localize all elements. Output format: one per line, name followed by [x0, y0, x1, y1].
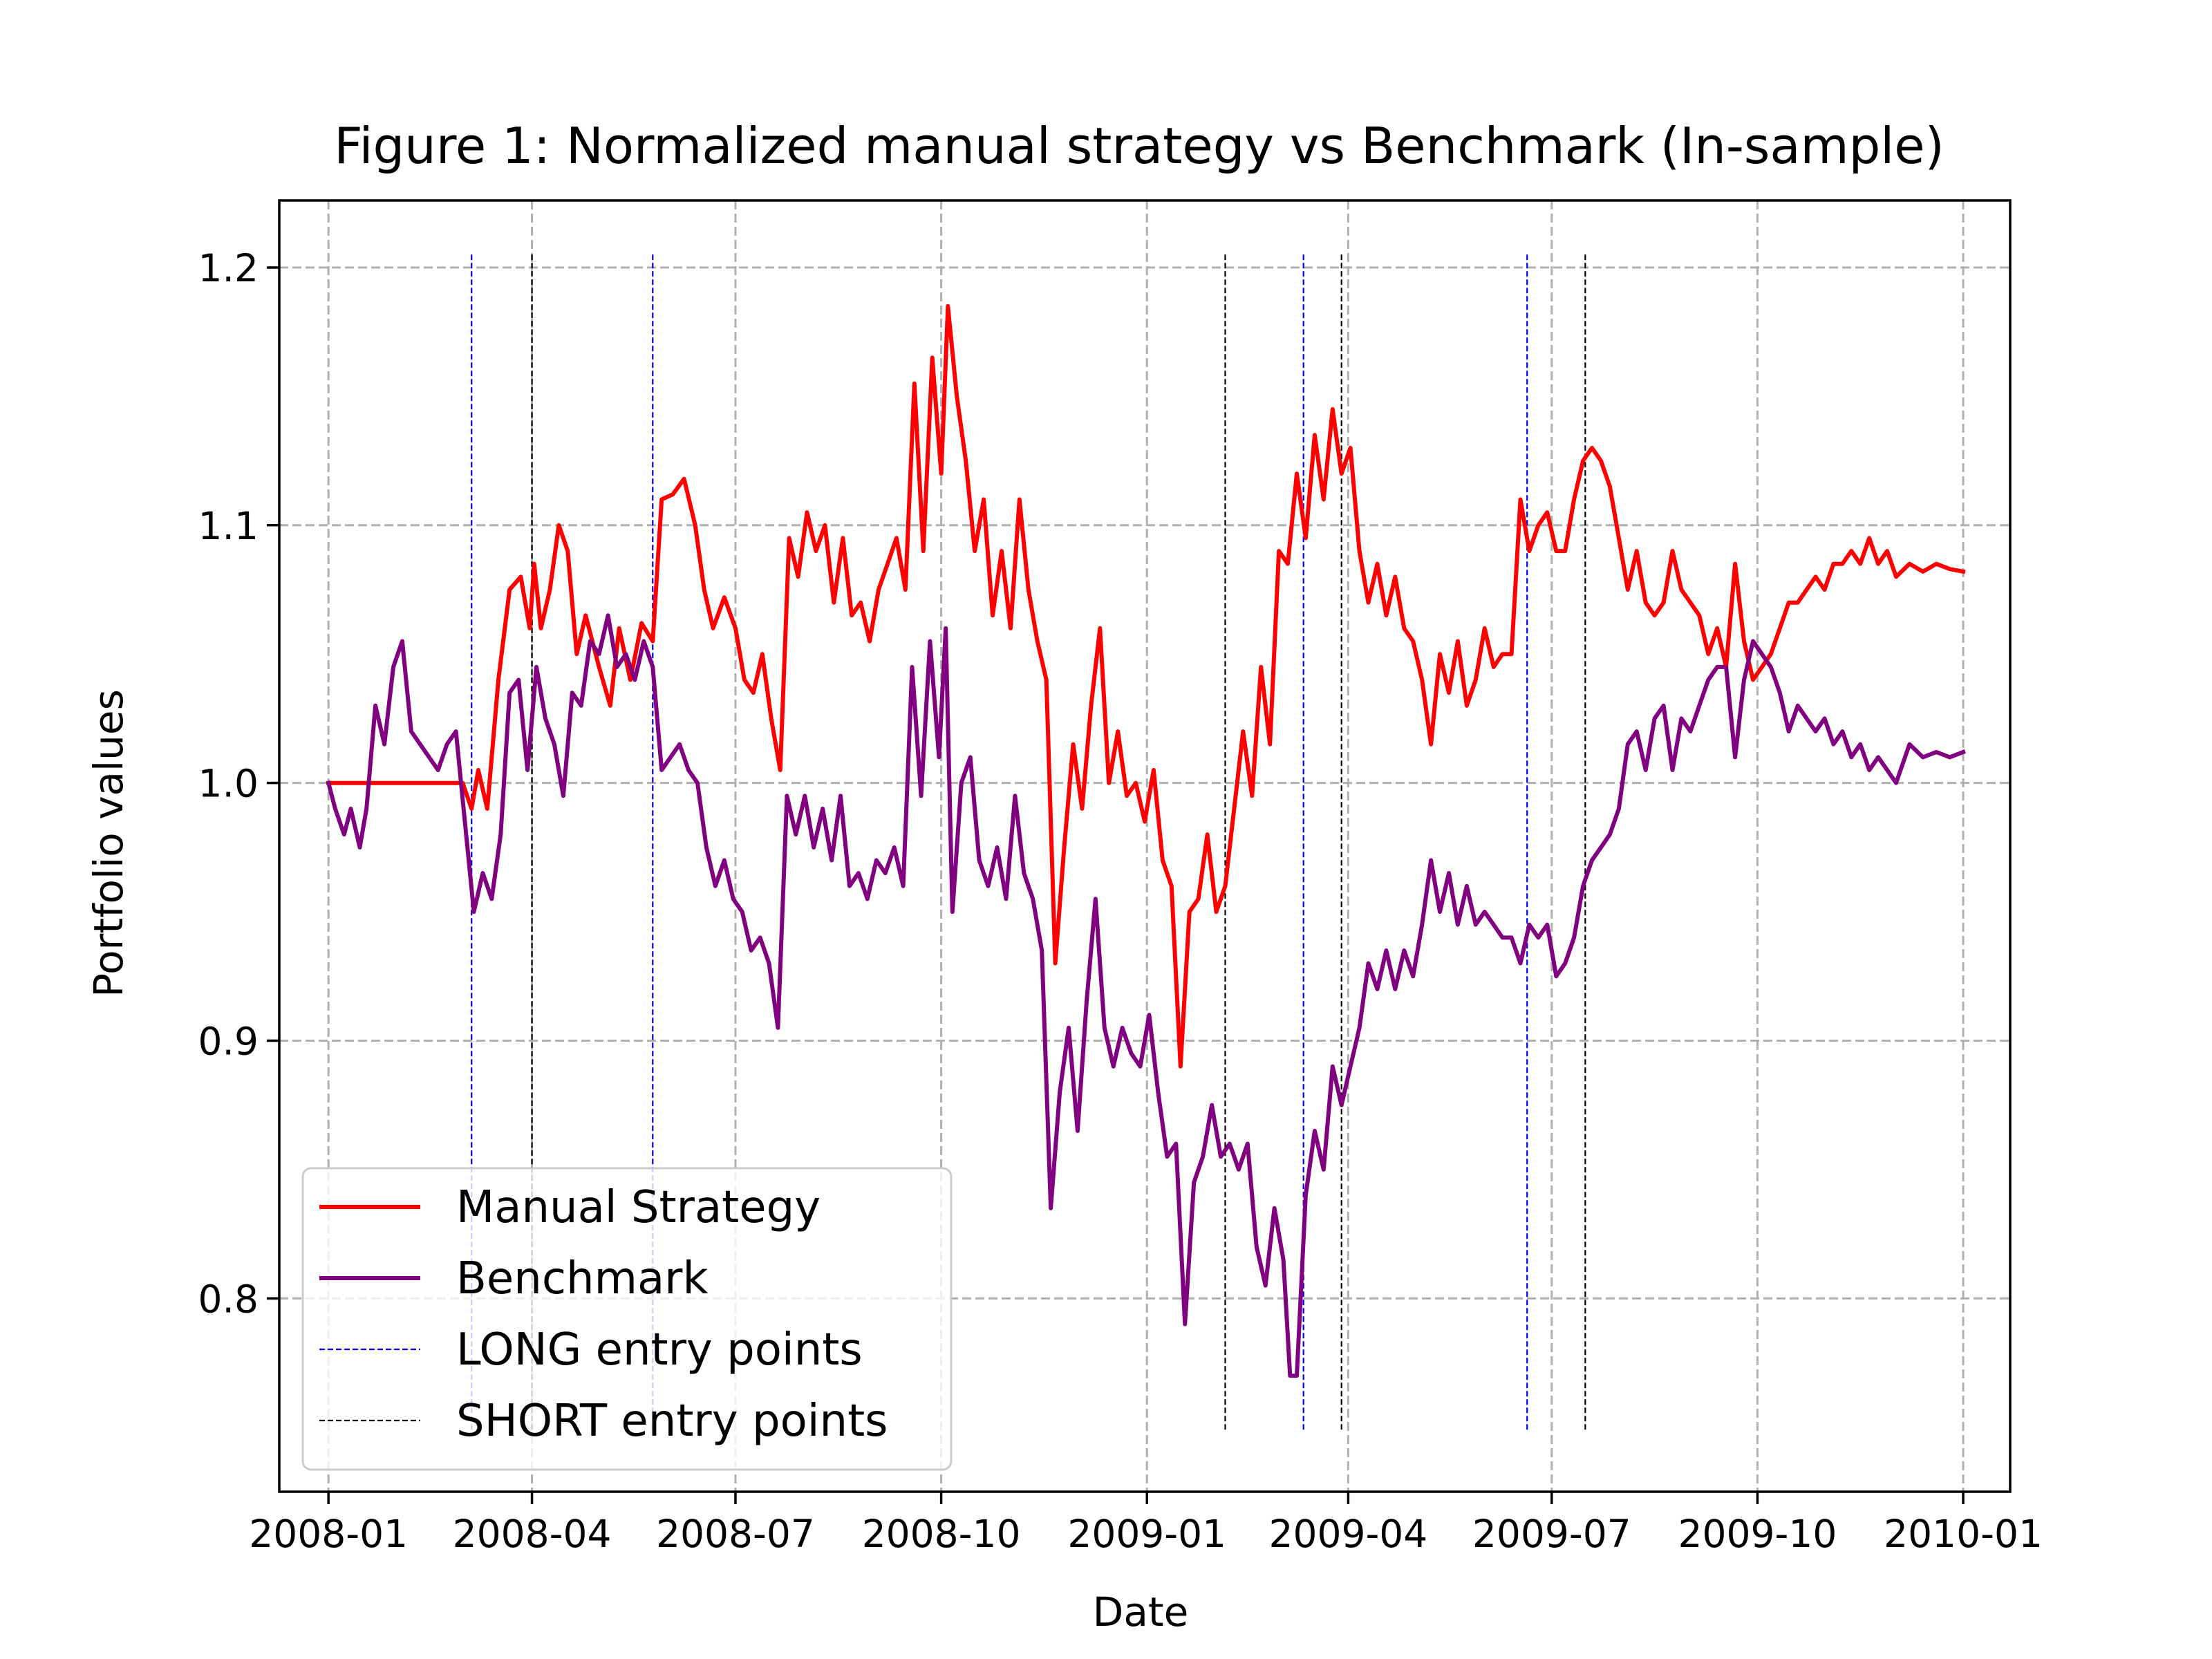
plot-frame [278, 199, 2012, 1493]
legend-label-long-entry-points: LONG entry points [456, 1324, 863, 1376]
x-tick-label: 2008-01 [249, 1512, 408, 1556]
legend-label-short-entry-points: SHORT entry points [456, 1396, 888, 1447]
legend-label-benchmark: Benchmark [456, 1253, 709, 1304]
y-tick-label: 0.8 [198, 1277, 259, 1321]
x-tick-label: 2009-10 [1678, 1512, 1837, 1556]
legend: Manual Strategy Benchmark LONG entry point… [301, 1167, 953, 1471]
x-tick-label: 2009-01 [1067, 1512, 1226, 1556]
axis-ticks: 2008-01 2008-04 2008-07 2008-10 2009-01 2009-… [198, 246, 2043, 1556]
legend-box [301, 1167, 953, 1471]
x-tick-label: 2009-04 [1268, 1512, 1427, 1556]
y-tick-label: 0.9 [198, 1020, 259, 1064]
benchmark-series-line [326, 613, 1966, 1378]
chart-title: Figure 1: Normalized manual strategy vs … [334, 117, 1944, 175]
legend-label-manual-strategy: Manual Strategy [456, 1182, 821, 1233]
x-axis-label: Date [1093, 1588, 1189, 1635]
y-tick-label: 1.1 [198, 504, 259, 548]
x-tick-label: 2008-04 [453, 1512, 612, 1556]
y-axis-label: Portfolio values [85, 689, 132, 997]
x-tick-label: 2009-07 [1472, 1512, 1631, 1556]
x-tick-label: 2008-07 [656, 1512, 815, 1556]
series-lines [326, 303, 1966, 1378]
y-tick-label: 1.0 [198, 762, 259, 806]
x-tick-label: 2008-10 [862, 1512, 1021, 1556]
y-tick-label: 1.2 [198, 246, 259, 290]
x-tick-label: 2010-01 [1884, 1512, 2043, 1556]
manual-strategy-series-line [326, 303, 1966, 1069]
